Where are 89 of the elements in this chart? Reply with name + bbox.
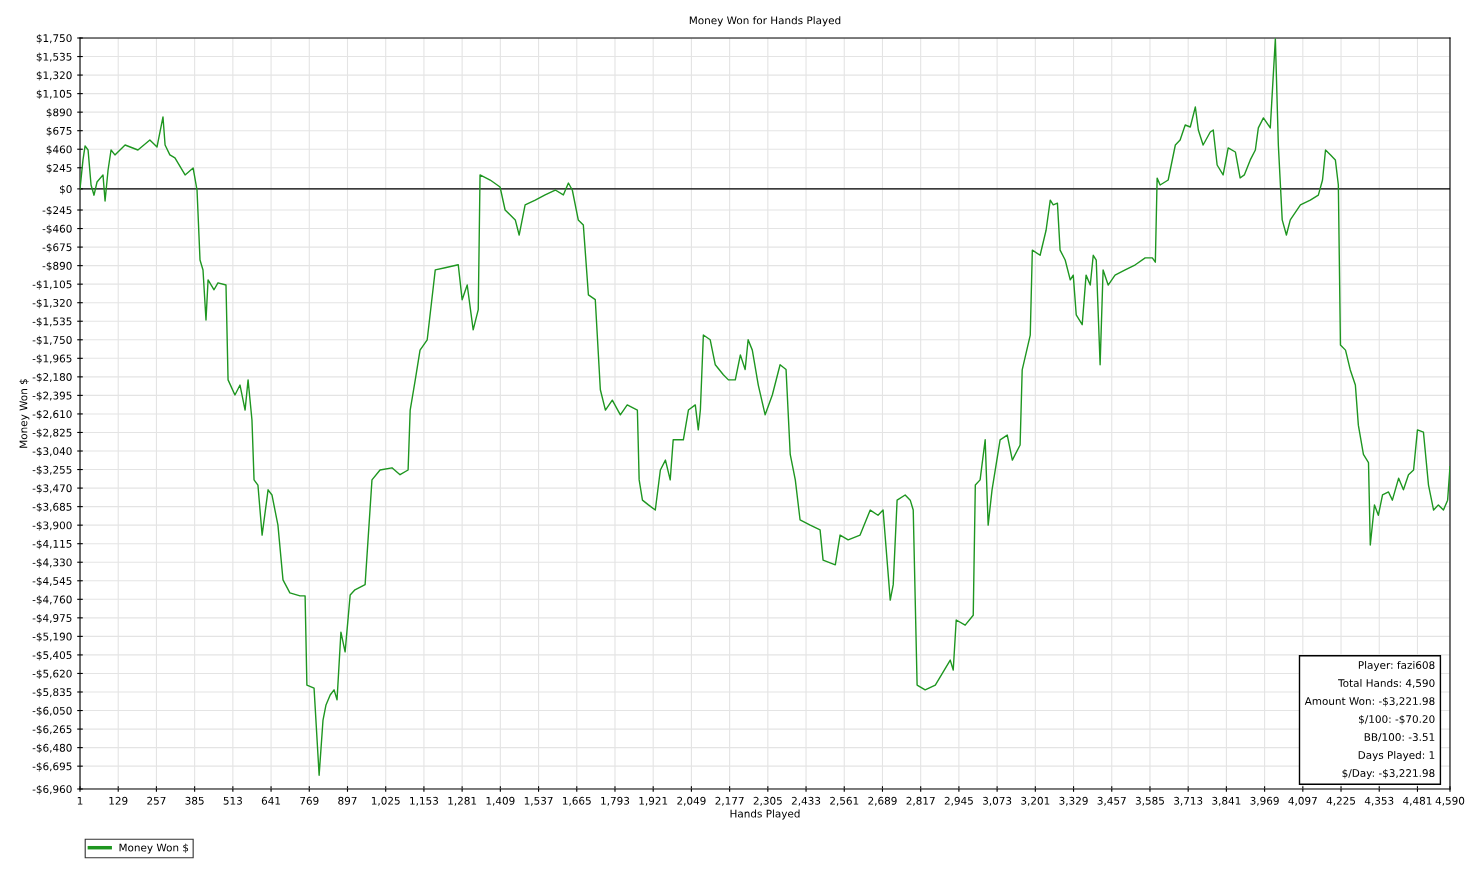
y-tick-label: -$3,255 bbox=[32, 465, 72, 476]
x-axis-title: Hands Played bbox=[730, 809, 800, 820]
y-tick-label: -$2,395 bbox=[32, 391, 72, 401]
y-tick-label: -$6,050 bbox=[32, 706, 72, 717]
x-tick-label: 1,537 bbox=[524, 796, 553, 806]
y-tick-label: $1,750 bbox=[36, 34, 72, 44]
x-tick-label: 1,793 bbox=[601, 796, 630, 806]
x-tick-label: 3,841 bbox=[1212, 796, 1241, 806]
x-tick-label: 1,665 bbox=[563, 796, 591, 806]
x-tick-label: 4,590 bbox=[1435, 796, 1465, 806]
y-tick-label: -$5,835 bbox=[32, 688, 72, 698]
y-tick-label: -$4,760 bbox=[32, 595, 72, 605]
y-tick-label: -$1,965 bbox=[32, 354, 72, 364]
y-tick-label: -$5,620 bbox=[32, 669, 72, 679]
x-tick-label: 513 bbox=[223, 796, 242, 805]
x-tick-label: 385 bbox=[185, 796, 204, 805]
x-tick-label: 3,073 bbox=[983, 796, 1012, 806]
y-tick-label: -$4,545 bbox=[32, 576, 72, 587]
y-tick-label: -$5,405 bbox=[32, 650, 72, 661]
x-tick-label: 3,713 bbox=[1174, 796, 1203, 806]
y-tick-label: -$5,190 bbox=[32, 632, 72, 642]
y-tick-label: -$2,180 bbox=[32, 372, 72, 383]
annotation: Amount Won: -$3,221.98 bbox=[1304, 696, 1435, 707]
x-tick-label: 3,585 bbox=[1135, 796, 1164, 806]
x-tick-label: 1,281 bbox=[448, 796, 477, 806]
y-tick-label: -$3,470 bbox=[32, 484, 72, 494]
chart-title: Money Won for Hands Played bbox=[689, 16, 841, 27]
y-tick-label: $1,320 bbox=[36, 71, 72, 81]
y-tick-label: $1,535 bbox=[36, 52, 72, 63]
y-tick-label: -$6,265 bbox=[32, 725, 72, 735]
y-tick-label: -$245 bbox=[42, 206, 72, 216]
x-tick-label: 641 bbox=[261, 796, 281, 805]
x-tick-label: 1,153 bbox=[410, 796, 438, 806]
y-tick-label: -$6,960 bbox=[32, 785, 72, 795]
x-tick-label: 1 bbox=[77, 796, 83, 805]
x-tick-label: 1,025 bbox=[371, 796, 400, 806]
y-tick-label: -$1,750 bbox=[32, 335, 72, 346]
x-tick-label: 2,817 bbox=[906, 796, 935, 806]
legend-label: Money Won $ bbox=[119, 843, 189, 854]
y-tick-label: -$460 bbox=[42, 224, 72, 235]
y-tick-label: -$3,685 bbox=[32, 502, 72, 513]
x-tick-label: 3,329 bbox=[1059, 796, 1088, 806]
y-tick-label: -$2,610 bbox=[32, 409, 72, 420]
y-tick-label: $0 bbox=[59, 184, 72, 195]
y-tick-label: $245 bbox=[46, 163, 72, 174]
x-tick-label: 3,201 bbox=[1021, 796, 1050, 806]
x-tick-label: 2,177 bbox=[715, 796, 744, 806]
y-tick-label: -$4,330 bbox=[32, 558, 72, 568]
x-tick-label: 129 bbox=[109, 796, 128, 805]
y-tick-label: -$1,105 bbox=[32, 280, 72, 290]
x-tick-label: 2,433 bbox=[791, 796, 821, 806]
y-tick-label: -$6,480 bbox=[32, 743, 72, 754]
x-tick-label: 2,049 bbox=[677, 796, 706, 806]
x-tick-label: 4,481 bbox=[1403, 796, 1432, 806]
x-tick-label: 2,689 bbox=[868, 796, 897, 806]
x-tick-label: 2,305 bbox=[753, 796, 782, 806]
y-tick-label: -$4,115 bbox=[32, 539, 72, 550]
annotation: $/100: -$70.20 bbox=[1359, 714, 1435, 725]
y-tick-label: -$2,825 bbox=[32, 428, 72, 438]
y-tick-label: -$1,535 bbox=[32, 317, 72, 327]
y-tick-label: $460 bbox=[46, 145, 72, 155]
x-tick-label: 1,921 bbox=[639, 796, 668, 806]
annotation: Days Played: 1 bbox=[1358, 750, 1435, 762]
x-tick-label: 3,457 bbox=[1097, 796, 1126, 806]
x-tick-label: 257 bbox=[147, 796, 166, 805]
x-tick-label: 4,225 bbox=[1326, 796, 1356, 806]
x-tick-label: 4,353 bbox=[1364, 796, 1394, 806]
x-tick-label: 2,945 bbox=[944, 796, 973, 806]
x-tick-label: 897 bbox=[338, 796, 357, 805]
y-tick-label: -$890 bbox=[42, 261, 72, 272]
y-tick-label: -$3,900 bbox=[32, 521, 72, 531]
annotation: BB/100: -3.51 bbox=[1364, 733, 1435, 742]
y-tick-label: -$1,320 bbox=[32, 298, 72, 309]
x-tick-label: 2,561 bbox=[830, 796, 859, 806]
y-tick-label: $675 bbox=[46, 126, 72, 137]
x-tick-label: 1,409 bbox=[486, 796, 515, 806]
x-tick-label: 3,969 bbox=[1250, 796, 1279, 806]
y-axis-title: Money Won $ bbox=[19, 379, 30, 448]
y-tick-label: -$6,695 bbox=[32, 762, 72, 772]
y-tick-label: -$3,040 bbox=[32, 447, 72, 457]
y-tick-label: $1,105 bbox=[36, 89, 72, 100]
annotation: $/Day: -$3,221.98 bbox=[1342, 768, 1435, 780]
x-tick-label: 769 bbox=[300, 796, 319, 805]
y-tick-label: $890 bbox=[46, 108, 72, 118]
annotation: Total Hands: 4,590 bbox=[1338, 678, 1435, 689]
annotation: Player: fazi608 bbox=[1358, 660, 1435, 672]
y-tick-label: -$675 bbox=[42, 243, 72, 253]
x-tick-label: 4,097 bbox=[1288, 796, 1317, 806]
y-tick-label: -$4,975 bbox=[32, 613, 72, 624]
